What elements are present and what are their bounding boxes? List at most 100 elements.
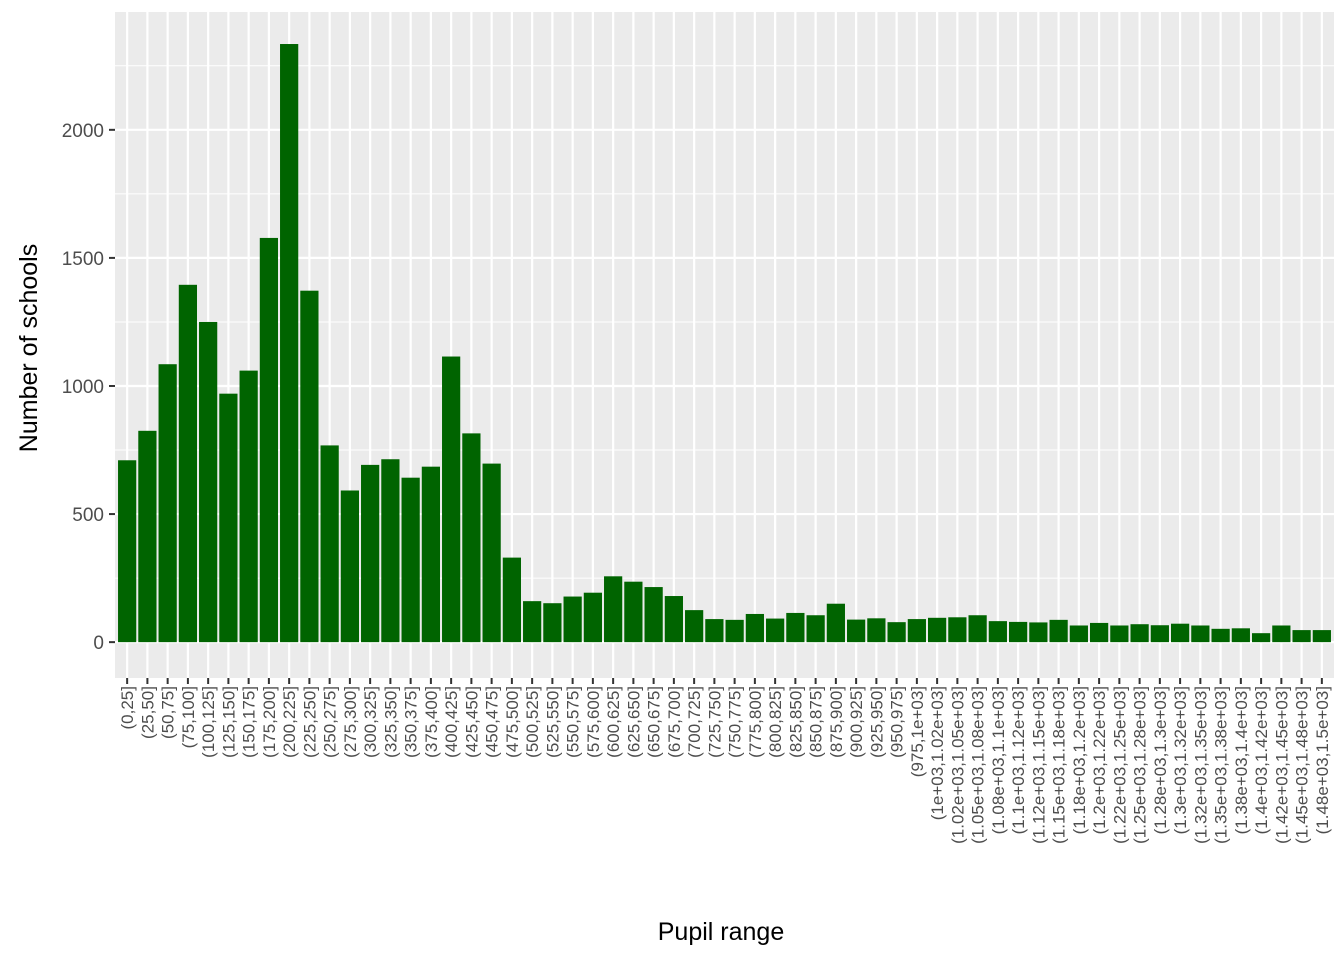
x-tick-label: (1.2e+03,1.22e+03]	[1090, 686, 1109, 834]
x-tick-label: (125,150]	[219, 686, 238, 758]
x-tick-label: (275,300]	[341, 686, 360, 758]
bar	[462, 433, 481, 643]
bar	[705, 619, 724, 643]
bar	[685, 610, 704, 643]
x-tick-label: (625,650]	[624, 686, 643, 758]
x-tick-label: (300,325]	[361, 686, 380, 758]
x-tick-label: (825,850]	[786, 686, 805, 758]
x-tick-label: (425,450]	[462, 686, 481, 758]
bar	[583, 592, 602, 643]
bar	[280, 44, 299, 643]
bar	[968, 615, 987, 643]
x-tick-label: (200,225]	[280, 686, 299, 758]
x-tick-label: (1.35e+03,1.38e+03]	[1212, 686, 1231, 844]
bar	[118, 460, 137, 643]
x-tick-label: (1.22e+03,1.25e+03]	[1110, 686, 1129, 844]
x-tick-label: (1.32e+03,1.35e+03]	[1191, 686, 1210, 844]
x-tick-label: (1.38e+03,1.4e+03]	[1232, 686, 1251, 834]
x-tick-label: (1.1e+03,1.12e+03]	[1009, 686, 1028, 834]
bar	[867, 618, 886, 643]
bar	[766, 618, 785, 643]
bar	[604, 576, 623, 643]
x-tick-label: (225,250]	[300, 686, 319, 758]
x-tick-label: (100,125]	[199, 686, 218, 758]
x-tick-label: (1.02e+03,1.05e+03]	[948, 686, 967, 844]
bar	[442, 356, 461, 643]
bar	[543, 603, 562, 643]
bar	[745, 613, 764, 643]
x-axis-title: Pupil range	[658, 918, 784, 946]
x-tick-label: (1.28e+03,1.3e+03]	[1151, 686, 1170, 834]
bar	[340, 490, 360, 643]
bar	[482, 463, 501, 643]
bar	[1191, 625, 1210, 643]
x-tick-label: (475,500]	[503, 686, 522, 758]
x-tick-label: (400,425]	[442, 686, 461, 758]
x-tick-label: (725,750]	[705, 686, 724, 758]
bar	[1069, 625, 1088, 643]
bar	[563, 596, 582, 643]
bar	[320, 445, 339, 643]
bar	[1049, 619, 1068, 643]
bar	[644, 587, 663, 643]
bar	[725, 619, 744, 643]
bar	[847, 619, 866, 643]
bar	[158, 364, 177, 643]
bar	[1029, 622, 1048, 643]
x-tick-label: (975,1e+03]	[908, 686, 927, 777]
x-axis: (0,25] (25,50] (50,75] (75,100] (100,125] (12…	[118, 678, 1332, 844]
x-tick-label: (1.08e+03,1.1e+03]	[989, 686, 1008, 834]
bar	[1272, 625, 1291, 643]
x-tick-label: (650,675]	[645, 686, 664, 758]
x-tick-label: (75,100]	[179, 686, 198, 748]
x-tick-label: (1.05e+03,1.08e+03]	[969, 686, 988, 844]
bar	[1150, 625, 1169, 643]
bar	[1231, 628, 1250, 643]
x-tick-label: (800,825]	[766, 686, 785, 758]
x-tick-label: (875,900]	[827, 686, 846, 758]
bar	[1312, 630, 1331, 643]
bar	[1170, 623, 1190, 643]
bar	[1009, 621, 1028, 643]
y-tick-label: 1000	[62, 377, 104, 398]
x-tick-label: (325,350]	[381, 686, 400, 758]
x-tick-label: (775,800]	[746, 686, 765, 758]
x-tick-label: (1.42e+03,1.45e+03]	[1272, 686, 1291, 844]
x-tick-label: (375,400]	[422, 686, 441, 758]
bar	[401, 477, 420, 643]
bar	[624, 581, 643, 643]
y-tick-label: 2000	[62, 121, 104, 142]
bar	[907, 619, 926, 643]
x-tick-label: (50,75]	[159, 686, 178, 739]
x-tick-label: (575,600]	[584, 686, 603, 758]
x-tick-label: (850,875]	[807, 686, 826, 758]
bar	[806, 615, 825, 643]
y-axis-title: Number of schools	[15, 244, 43, 452]
x-tick-label: (1.45e+03,1.48e+03]	[1293, 686, 1312, 844]
bar	[1251, 633, 1271, 643]
y-tick-label: 500	[72, 505, 104, 526]
x-tick-label: (175,200]	[260, 686, 279, 758]
bar	[988, 621, 1007, 643]
bar	[361, 464, 380, 643]
x-tick-label: (900,925]	[847, 686, 866, 758]
x-tick-label: (600,625]	[604, 686, 623, 758]
x-tick-label: (350,375]	[402, 686, 421, 758]
x-tick-label: (1e+03,1.02e+03]	[928, 686, 947, 820]
x-tick-label: (925,950]	[867, 686, 886, 758]
bar	[421, 466, 440, 643]
bar	[1130, 624, 1149, 643]
x-tick-label: (250,275]	[321, 686, 340, 758]
x-tick-label: (700,725]	[685, 686, 704, 758]
y-axis: 0 500 1000 1500 2000	[62, 121, 115, 654]
bar	[300, 290, 319, 643]
bar	[259, 237, 279, 643]
x-tick-label: (1.48e+03,1.5e+03]	[1313, 686, 1332, 834]
bar	[786, 612, 805, 643]
x-tick-label: (0,25]	[118, 686, 137, 729]
bar	[219, 393, 238, 643]
bars	[118, 44, 1331, 643]
bar	[1211, 628, 1230, 643]
bar	[887, 622, 906, 643]
